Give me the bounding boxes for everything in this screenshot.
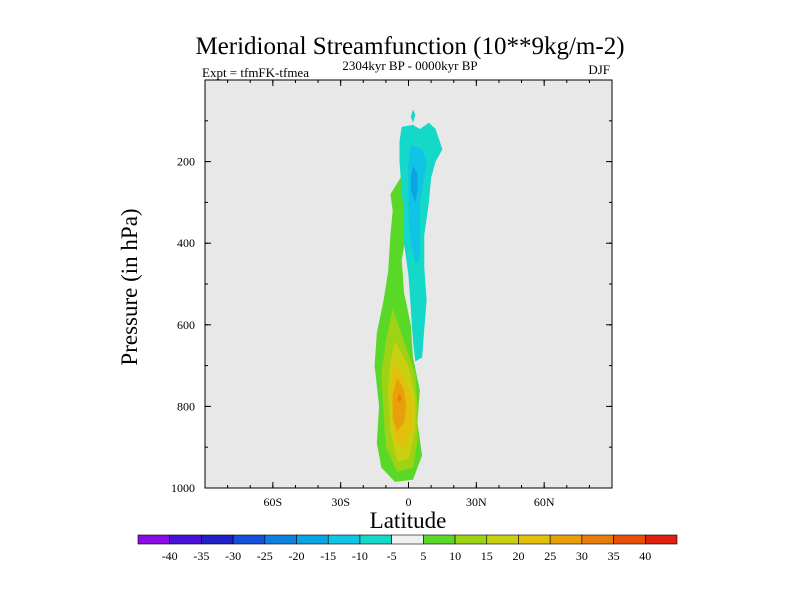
y-tick-label: 200 bbox=[177, 155, 195, 169]
contour-layer bbox=[374, 109, 443, 482]
colorbar-label: 20 bbox=[513, 549, 525, 563]
colorbar-swatch bbox=[423, 534, 456, 545]
colorbar-swatch bbox=[581, 534, 614, 545]
colorbar-label: -25 bbox=[257, 549, 273, 563]
y-axis-label: Pressure (in hPa) bbox=[117, 208, 142, 365]
contour-north-neg5-tip bbox=[410, 109, 416, 123]
colorbar-label: -35 bbox=[193, 549, 209, 563]
colorbar-label: 25 bbox=[544, 549, 556, 563]
colorbar-swatch bbox=[454, 534, 488, 545]
colorbar-swatch bbox=[232, 534, 266, 545]
colorbar-label: 30 bbox=[576, 549, 588, 563]
colorbar-swatch bbox=[137, 534, 171, 545]
y-tick-label: 800 bbox=[177, 399, 195, 413]
contour-south-35-core bbox=[397, 394, 402, 403]
colorbar-swatch bbox=[391, 534, 424, 545]
colorbar-label: -15 bbox=[320, 549, 336, 563]
colorbar-swatch bbox=[169, 534, 202, 545]
chart-subtitle-left: Expt = tfmFK-tfmea bbox=[202, 65, 309, 80]
contour-north-neg15-core bbox=[410, 165, 418, 203]
axis-ticks: 60S 30S 0 30N 60N 200 400 600 800 1000 bbox=[171, 80, 613, 509]
colorbar-label: -20 bbox=[289, 549, 305, 563]
y-tick-label: 1000 bbox=[171, 481, 195, 495]
colorbar-swatch bbox=[296, 534, 329, 545]
colorbar-swatch bbox=[327, 534, 361, 545]
colorbar-label: 15 bbox=[481, 549, 493, 563]
colorbar: -40 -35 -30 -25 -20 -15 -10 -5 5 10 15 20 25 30 35 40 bbox=[137, 534, 678, 563]
chart-subtitle-center: 2304kyr BP - 0000kyr BP bbox=[342, 58, 477, 73]
chart-subtitle-right: DJF bbox=[588, 62, 610, 77]
colorbar-swatch bbox=[359, 534, 392, 545]
colorbar-label: 5 bbox=[420, 549, 426, 563]
colorbar-label: 40 bbox=[639, 549, 651, 563]
x-tick-label: 0 bbox=[406, 495, 412, 509]
x-tick-label: 60S bbox=[263, 495, 282, 509]
colorbar-label: -40 bbox=[162, 549, 178, 563]
colorbar-swatch bbox=[264, 534, 297, 545]
y-tick-label: 400 bbox=[177, 236, 195, 250]
x-tick-label: 60N bbox=[534, 495, 555, 509]
chart-title: Meridional Streamfunction (10**9kg/m-2) bbox=[195, 33, 624, 60]
y-tick-label: 600 bbox=[177, 318, 195, 332]
colorbar-swatch bbox=[201, 534, 234, 545]
x-axis-label: Latitude bbox=[370, 508, 447, 533]
colorbar-swatch bbox=[486, 534, 519, 545]
colorbar-label: -10 bbox=[352, 549, 368, 563]
colorbar-swatch bbox=[549, 534, 583, 545]
colorbar-label: 10 bbox=[449, 549, 461, 563]
contour-south-30-band bbox=[392, 377, 407, 431]
colorbar-swatch bbox=[518, 534, 551, 545]
colorbar-swatch bbox=[613, 534, 646, 545]
x-tick-label: 30N bbox=[466, 495, 487, 509]
colorbar-label: 35 bbox=[608, 549, 620, 563]
x-tick-label: 30S bbox=[331, 495, 350, 509]
colorbar-label: -30 bbox=[225, 549, 241, 563]
colorbar-swatch bbox=[644, 534, 678, 545]
colorbar-label: -5 bbox=[387, 549, 397, 563]
